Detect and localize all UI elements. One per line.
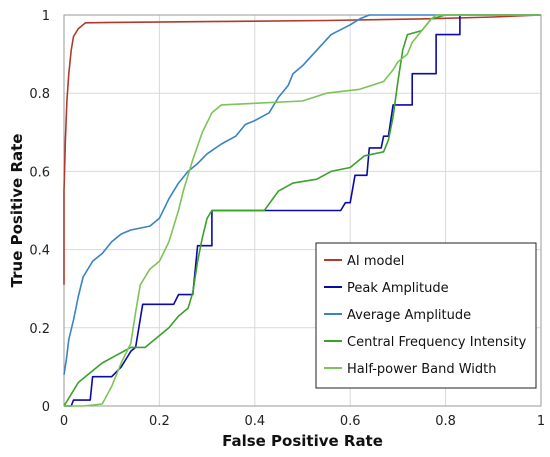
- y-tick-label: 1: [42, 9, 50, 24]
- legend-label-central-frequency-intensity: Central Frequency Intensity: [347, 335, 527, 350]
- series-lines: [63, 14, 542, 407]
- tick-labels: 0 0.2 0.4 0.6 0.8 1 0 0.2 0.4 0.6 0.8 1: [29, 9, 545, 429]
- x-tick-label: 0.4: [244, 414, 265, 429]
- x-tick-label: 0.8: [435, 414, 456, 429]
- y-tick-label: 0.8: [29, 87, 50, 102]
- y-tick-label: 0: [42, 400, 50, 415]
- legend-label-average-amplitude: Average Amplitude: [347, 308, 471, 323]
- series-line-ai-model: [63, 14, 542, 285]
- series-line-central-frequency-intensity: [63, 14, 541, 407]
- legend-label-peak-amplitude: Peak Amplitude: [347, 281, 449, 296]
- series-line-half-power-band-width: [64, 14, 541, 407]
- y-tick-label: 0.2: [29, 322, 50, 337]
- x-tick-label: 1: [537, 414, 545, 429]
- series-line-average-amplitude: [63, 14, 541, 375]
- x-tick-label: 0: [60, 414, 68, 429]
- legend-box: [315, 242, 537, 389]
- legend-label-half-power-band-width: Half-power Band Width: [347, 362, 497, 377]
- series-line-peak-amplitude: [64, 14, 541, 407]
- x-axis-title: False Positive Rate: [222, 432, 383, 450]
- y-tick-label: 0.4: [29, 244, 50, 259]
- y-axis-title: True Positive Rate: [8, 134, 26, 288]
- x-tick-label: 0.2: [149, 414, 170, 429]
- legend: AI model Peak Amplitude Average Amplitude C…: [315, 242, 537, 389]
- y-tick-label: 0.6: [29, 165, 50, 180]
- x-tick-label: 0.6: [340, 414, 361, 429]
- legend-label-ai-model: AI model: [347, 254, 404, 269]
